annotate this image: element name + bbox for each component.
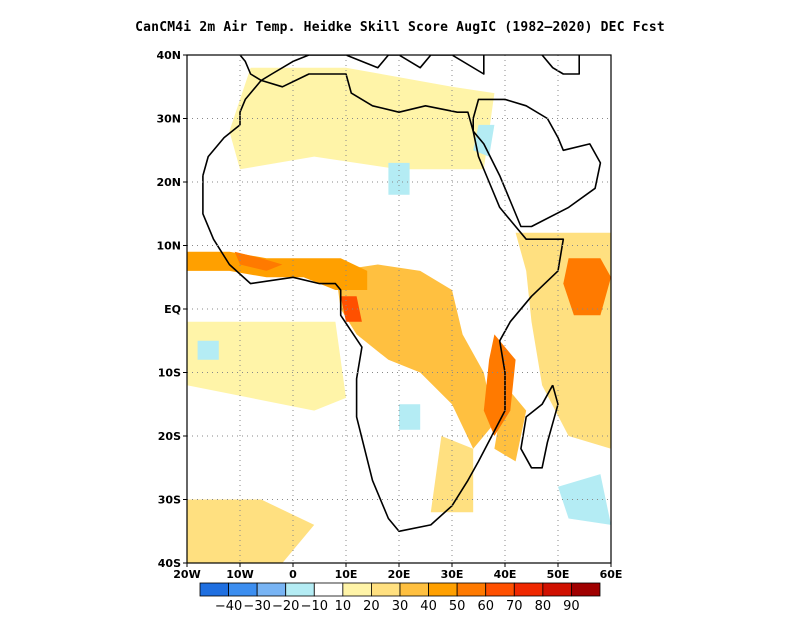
colorbar-swatch [342,582,372,597]
colorbar-tick-label: 10 [335,599,352,614]
colorbar-tick-label: −10 [301,599,328,614]
x-tick-label: 20W [173,568,200,581]
y-tick-label: EQ [164,303,181,316]
colorbar-tick-label: 20 [363,599,380,614]
skill-region-central-africa-band [335,264,495,449]
y-tick-label: 10N [156,240,181,253]
skill-regions [187,67,611,563]
colorbar-swatch [571,582,601,597]
y-axis: 40N 30N 20N 10N EQ 10S 20S 30S 40S [156,49,187,570]
y-tick-label: 20N [156,176,181,189]
colorbar-tick-label: 80 [535,599,552,614]
y-tick-label: 10S [158,367,181,380]
skill-region-somalia-offshore [563,258,611,316]
colorbar-swatch [399,582,429,597]
colorbar-swatch [228,582,258,597]
colorbar-swatch [542,582,572,597]
x-tick-label: 50E [547,568,570,581]
x-tick-label: 20E [388,568,411,581]
y-tick-label: 30N [156,113,181,126]
colorbar-swatch [513,582,544,597]
chart-title: CanCM4i 2m Air Temp. Heidke Skill Score … [135,20,665,35]
colorbar-tick-label: 60 [477,599,494,614]
x-tick-label: 10W [226,568,253,581]
x-tick-label: 10E [335,568,358,581]
skill-region-arabia-negative [473,124,495,157]
y-tick-label: 30S [158,494,181,507]
colorbar-tick-label: 90 [563,599,580,614]
colorbar-tick-label: −30 [243,599,270,614]
colorbar-tick-label: −20 [272,599,299,614]
colorbar-swatch [485,582,515,597]
colorbar-tick-label: 50 [449,599,466,614]
x-tick-label: 60E [600,568,623,581]
x-tick-label: 30E [441,568,464,581]
africa-coastline [202,73,565,533]
skill-region-atlantic-negative [197,340,219,360]
arabia-coastline [472,98,602,228]
madagascar-coastline [520,384,559,469]
colorbar-swatch [313,582,344,597]
y-tick-label: 40S [158,557,181,570]
colorbar: −40 −30 −20 −10 10 20 30 40 50 60 70 80 90 [199,582,601,614]
y-tick-label: 40N [156,49,181,62]
skill-region-south-indian-negative [558,474,611,525]
skill-region-angola-negative [399,404,421,430]
skill-region-sahara-negative [388,162,410,195]
colorbar-tick-label: 30 [392,599,409,614]
coastlines [202,55,602,533]
x-axis: 20W 10W 0 10E 20E 30E 40E 50E 60E [173,563,622,581]
colorbar-swatch [428,582,458,597]
y-tick-label: 20S [158,430,181,443]
colorbar-swatch [285,582,315,597]
europe-coastline [239,55,485,82]
colorbar-swatch [456,582,487,597]
skill-region-south-atlantic-southwest [187,499,315,563]
skill-region-gulf-of-guinea-coast [187,251,368,290]
colorbar-swatch [371,582,401,597]
skill-region-southern-africa-east [430,436,474,513]
x-tick-label: 0 [289,568,297,581]
colorbar-tick-label: 70 [506,599,523,614]
colorbar-tick-label: 40 [420,599,437,614]
colorbar-tick-label: −40 [215,599,242,614]
skill-region-north-africa-light [229,67,495,170]
x-tick-label: 40E [494,568,517,581]
skill-region-south-atlantic-light [187,321,346,411]
colorbar-swatch [256,582,287,597]
caspian-coastline [541,55,581,75]
colorbar-swatch [199,582,229,597]
skill-region-east-africa-coast [483,334,516,436]
gridlines [187,55,611,563]
skill-region-guinea-coast-core [234,251,283,271]
